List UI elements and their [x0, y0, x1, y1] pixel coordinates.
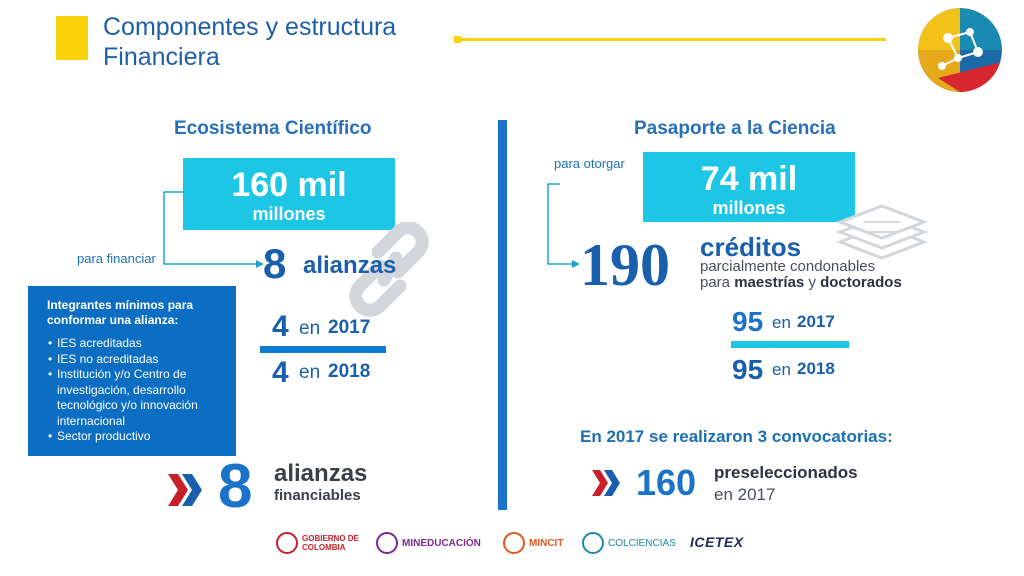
mincit-emblem [503, 532, 525, 554]
list-item: Sector productivo [48, 429, 236, 445]
left-amount-box: 160 mil millones [183, 158, 395, 230]
left-year2: 2018 [328, 361, 371, 382]
page-title: Componentes y estructura Financiera [103, 13, 397, 71]
mincit-logo: MINCIT [503, 532, 563, 554]
credits-number: 190 [580, 232, 670, 298]
presel-number: 160 [636, 462, 697, 503]
right-amount-value: 74 mil [700, 160, 798, 198]
alliance-members-list: IES acreditadas IES no acreditadas Insti… [28, 336, 236, 445]
right-amount-unit: millones [712, 198, 786, 218]
credits-desc2-masters: maestrías [734, 274, 805, 291]
right-year1-prefix: en [772, 313, 791, 332]
mincit-text: MINCIT [529, 537, 564, 549]
colciencias-emblem-logo [918, 8, 1002, 92]
left-year1-prefix: en [299, 318, 321, 339]
title-accent [56, 16, 88, 60]
list-item: IES acreditadas [48, 336, 236, 352]
credits-desc2: para maestrías y doctorados [700, 274, 902, 291]
mineducacion-emblem [376, 532, 398, 554]
credits-desc2-pre: para [700, 274, 731, 291]
title-rule [456, 38, 886, 41]
left-year1-count: 4 [272, 310, 289, 343]
mineducacion-logo: MINEDUCACIÓN [376, 532, 481, 554]
icetex-logo: ICETEX [690, 534, 744, 550]
alliance-members-heading: Integrantes mínimos para conformar una a… [47, 298, 194, 327]
left-year-rule [260, 346, 386, 353]
right-year-rule [731, 341, 849, 348]
chain-link-icon [349, 222, 429, 317]
colciencias-text: COLCIENCIAS [608, 537, 676, 549]
financiables-label2: financiables [274, 487, 361, 504]
financiables-number: 8 [218, 452, 253, 521]
right-year1-count: 95 [732, 306, 764, 337]
gobierno-colombia-emblem [276, 532, 298, 554]
left-section-title: Ecosistema Científico [174, 118, 372, 139]
right-arrow-label: para otorgar [554, 156, 625, 171]
chevrons-icon [168, 474, 202, 506]
credits-label: créditos [700, 232, 802, 262]
left-amount-unit: millones [252, 204, 326, 224]
financiables-label1: alianzas [274, 460, 368, 487]
right-year2-prefix: en [772, 360, 791, 379]
left-amount-value: 160 mil [231, 166, 347, 204]
colciencias-logo: COLCIENCIAS [582, 532, 676, 554]
left-alliances-number: 8 [263, 240, 287, 287]
presel-label: preseleccionados [714, 463, 858, 482]
presel-chevrons-icon [592, 470, 620, 496]
icetex-text: ICETEX [690, 534, 744, 550]
left-year2-count: 4 [272, 356, 289, 389]
list-item: Institución y/o Centro de investigación,… [48, 367, 236, 429]
gobierno-colombia-logo: GOBIERNO DE COLOMBIA [276, 532, 372, 554]
left-year2-prefix: en [299, 362, 321, 383]
left-arrow-label: para financiar [77, 251, 156, 266]
mineducacion-text: MINEDUCACIÓN [402, 537, 481, 549]
right-year2-count: 95 [732, 354, 764, 385]
left-connector-arrow [163, 191, 264, 268]
colciencias-emblem [582, 532, 604, 554]
right-connector-arrow [547, 183, 580, 268]
presel-year: en 2017 [714, 485, 776, 504]
list-item: IES no acreditadas [48, 352, 236, 368]
right-amount-box: 74 mil millones [643, 152, 855, 222]
right-section-title: Pasaporte a la Ciencia [634, 118, 836, 139]
money-stack-icon [835, 204, 929, 260]
credits-desc2-mid: y [808, 274, 816, 291]
left-alliances-label: alianzas [303, 252, 397, 279]
left-year1: 2017 [328, 317, 371, 338]
gobierno-colombia-text: GOBIERNO DE COLOMBIA [302, 534, 359, 552]
right-year2: 2018 [797, 359, 835, 378]
center-divider [498, 120, 507, 510]
right-year1: 2017 [797, 312, 835, 331]
convocatorias-text: En 2017 se realizaron 3 convocatorias: [580, 427, 893, 446]
credits-desc2-doctorates: doctorados [820, 274, 902, 291]
alliance-members-box: Integrantes mínimos para conformar una a… [28, 286, 236, 456]
credits-desc1: parcialmente condonables [700, 258, 876, 275]
